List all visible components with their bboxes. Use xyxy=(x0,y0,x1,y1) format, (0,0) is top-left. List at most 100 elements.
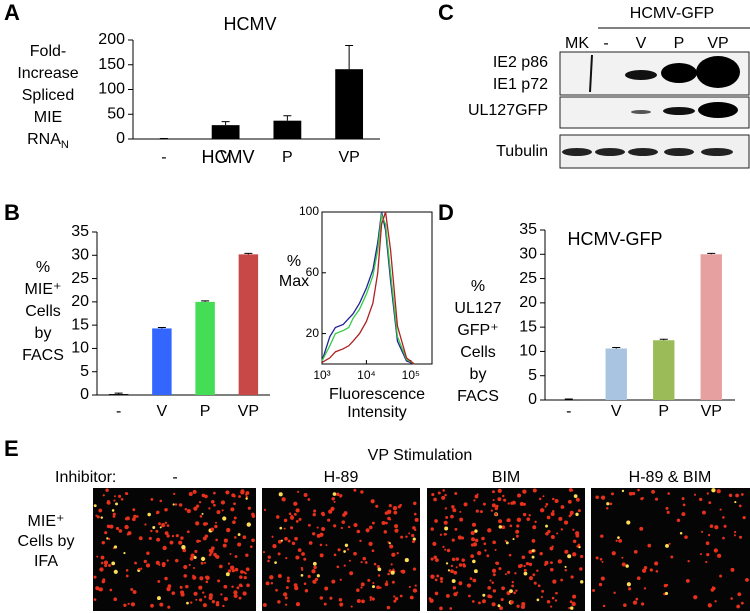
cell xyxy=(208,553,212,557)
cell xyxy=(158,522,161,526)
cell xyxy=(293,501,298,506)
cell xyxy=(706,552,710,557)
cell xyxy=(486,554,490,558)
cell xyxy=(463,502,468,507)
cell xyxy=(286,579,290,583)
cell xyxy=(509,524,513,528)
cell xyxy=(113,569,118,574)
cell xyxy=(265,581,270,586)
cell xyxy=(325,544,328,547)
cell xyxy=(564,565,567,568)
y-axis-label: % xyxy=(471,278,485,295)
cell xyxy=(511,584,515,588)
cell xyxy=(159,499,163,503)
y-tick-label: 100 xyxy=(98,81,125,98)
y-axis-label: MIE⁺ xyxy=(25,281,62,298)
y-axis-label: FACS xyxy=(22,347,64,364)
cell xyxy=(185,584,189,589)
cell xyxy=(234,555,238,558)
cell xyxy=(482,502,486,506)
cell xyxy=(96,515,100,519)
cell xyxy=(188,563,191,567)
cell xyxy=(340,526,343,530)
cell xyxy=(477,550,482,556)
cell xyxy=(144,523,147,526)
cell xyxy=(312,512,316,517)
cell xyxy=(172,503,175,506)
cell xyxy=(361,599,365,604)
cell xyxy=(189,601,193,604)
cell xyxy=(237,533,241,536)
cell xyxy=(606,502,610,506)
cell xyxy=(708,501,712,505)
cell xyxy=(569,513,573,517)
cell xyxy=(222,604,225,608)
cell xyxy=(636,576,641,581)
cell xyxy=(523,568,527,572)
cell xyxy=(311,532,316,536)
cell xyxy=(412,567,417,571)
cell xyxy=(211,546,215,551)
cell xyxy=(441,495,446,500)
cell xyxy=(93,504,97,508)
cell xyxy=(740,601,744,605)
cell xyxy=(736,604,741,609)
histogram-line xyxy=(321,211,415,365)
cell xyxy=(283,592,288,597)
cell xyxy=(213,552,217,557)
cell xyxy=(649,568,653,572)
cell xyxy=(312,579,317,584)
cell xyxy=(412,526,416,530)
cell xyxy=(339,602,344,607)
cell xyxy=(284,596,288,600)
y-tick-label: 15 xyxy=(519,318,537,335)
y-tick-label: 20 xyxy=(71,293,89,310)
cell xyxy=(575,497,580,502)
cell xyxy=(508,553,512,557)
cell xyxy=(186,509,191,514)
y-tick-label: 5 xyxy=(80,363,89,380)
cell xyxy=(157,580,161,583)
cell xyxy=(578,545,581,549)
cell xyxy=(233,593,238,599)
cell xyxy=(192,566,196,570)
cell xyxy=(498,519,503,524)
cell xyxy=(307,574,311,579)
cell xyxy=(531,539,536,543)
cell xyxy=(195,598,198,601)
cell xyxy=(210,527,215,532)
cell xyxy=(303,492,308,497)
cell xyxy=(386,605,391,610)
cell xyxy=(555,591,558,595)
cell xyxy=(324,586,329,591)
cell xyxy=(411,533,415,538)
cell xyxy=(193,556,197,560)
cell xyxy=(202,591,205,594)
cell xyxy=(134,561,137,565)
cell xyxy=(719,574,723,578)
cell xyxy=(301,568,304,571)
cell xyxy=(295,508,300,513)
lane-label: - xyxy=(603,35,608,52)
cell xyxy=(439,533,443,536)
cell xyxy=(506,518,511,523)
cell xyxy=(184,507,188,511)
cell xyxy=(155,560,160,565)
cell xyxy=(546,515,551,520)
cell xyxy=(240,490,245,495)
cell xyxy=(497,604,501,608)
x-tick-label: V xyxy=(611,403,622,420)
cell xyxy=(333,500,336,503)
cell xyxy=(706,492,710,495)
cell xyxy=(710,588,715,592)
cell xyxy=(525,561,530,566)
cell xyxy=(136,515,139,518)
cell xyxy=(618,539,623,543)
cell xyxy=(225,572,230,577)
x-tick-label: P xyxy=(200,403,211,420)
cell xyxy=(572,528,575,531)
cell xyxy=(509,589,513,593)
cell xyxy=(470,543,475,547)
cell xyxy=(550,535,555,540)
cell xyxy=(229,552,232,555)
